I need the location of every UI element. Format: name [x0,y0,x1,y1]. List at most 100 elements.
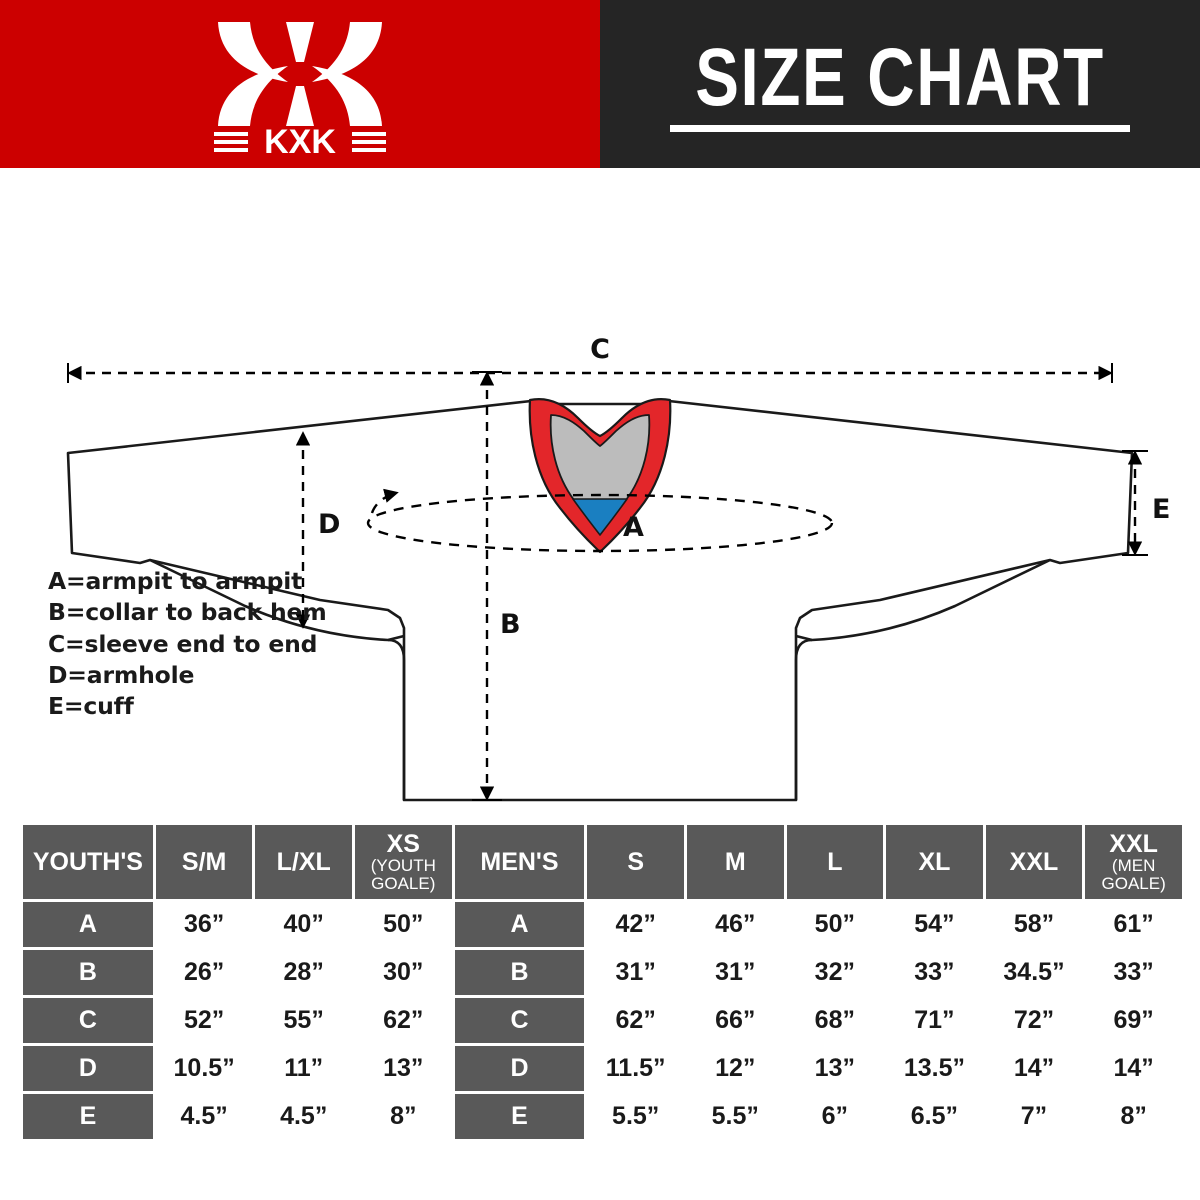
table-row: B 26” 28” 30” B 31” 31” 32” 33” 34.5” 33” [23,950,1182,995]
men-cell-C-5: 69” [1085,998,1182,1043]
men-cell-A-2: 50” [786,902,884,947]
men-cell-B-3: 33” [886,950,983,995]
youth-cell-C-1: 55” [255,998,352,1043]
svg-text:KXK: KXK [264,123,336,154]
men-cell-B-0: 31” [587,950,684,995]
men-cell-D-4: 14” [985,1046,1083,1091]
men-row-label-E: E [454,1094,585,1139]
right-underarm-corner [794,638,813,800]
men-cell-A-0: 42” [587,902,684,947]
men-cell-A-1: 46” [686,902,784,947]
legend-item-e: E=cuff [48,692,134,720]
header-sub: (YOUTH GOALE) [370,855,436,894]
legend-item-d: D=armhole [48,660,195,689]
table-header-cell-6: M [686,825,784,899]
men-cell-D-3: 13.5” [886,1046,983,1091]
table-header-cell-1: S/M [155,825,253,899]
table-header-cell-3: XS (YOUTH GOALE) [354,825,452,899]
page-title: SIZE CHART [695,31,1105,123]
men-cell-B-4: 34.5” [985,950,1083,995]
header-main: S/M [181,847,227,876]
table-header-cell-0: YOUTH'S [23,825,153,899]
size-table-zone: YOUTH'S S/M L/XL XS (YOUTH GOALE) MEN'S S M L XL X… [20,822,1185,1142]
brand-panel: KXK [0,0,600,168]
jersey-diagram: D E A B C A=armpit to armpit B=collar to… [0,168,1200,818]
title-underline [670,124,1130,132]
legend-item-a: A=armpit to armpit [48,567,303,595]
men-cell-A-3: 54” [886,902,983,947]
size-table: YOUTH'S S/M L/XL XS (YOUTH GOALE) MEN'S S M L XL X… [20,822,1185,1142]
dimension-e-label: E [1152,494,1170,525]
page-header: KXK SIZE CHART [0,0,1200,168]
table-header-cell-2: L/XL [255,825,352,899]
dimension-c [67,363,1113,383]
men-row-label-C: C [454,998,585,1043]
men-cell-A-4: 58” [985,902,1083,947]
measurement-legend: A=armpit to armpit B=collar to back hem … [48,566,378,722]
youth-cell-A-0: 36” [155,902,253,947]
header-main: L [827,847,843,876]
men-cell-D-2: 13” [786,1046,884,1091]
legend-item-c: C=sleeve end to end [48,629,318,658]
men-cell-D-5: 14” [1085,1046,1182,1091]
youth-row-label-E: E [23,1094,153,1139]
header-main: MEN'S [480,847,559,876]
title-panel: SIZE CHART [600,0,1200,168]
collar-accent [572,498,628,536]
youth-row-label-D: D [23,1046,153,1091]
men-cell-C-0: 62” [587,998,684,1043]
header-main: M [724,847,746,876]
men-cell-C-3: 71” [886,998,983,1043]
men-row-label-A: A [454,902,585,947]
men-cell-C-1: 66” [686,998,784,1043]
men-cell-E-5: 8” [1085,1094,1182,1139]
men-cell-B-2: 32” [786,950,884,995]
youth-cell-C-0: 52” [155,998,253,1043]
youth-cell-A-1: 40” [255,902,352,947]
men-row-label-B: B [454,950,585,995]
youth-cell-E-0: 4.5” [155,1094,253,1139]
youth-cell-D-0: 10.5” [155,1046,253,1091]
table-header-cell-4: MEN'S [454,825,585,899]
header-main: XXL [1109,829,1158,858]
men-cell-E-4: 7” [985,1094,1083,1139]
men-cell-C-2: 68” [786,998,884,1043]
youth-cell-D-1: 11” [255,1046,352,1091]
table-header-row: YOUTH'S S/M L/XL XS (YOUTH GOALE) MEN'S S M L XL X… [23,825,1182,899]
dimension-d-label: D [318,509,340,540]
table-row: C 52” 55” 62” C 62” 66” 68” 71” 72” 69” [23,998,1182,1043]
right-armhole-seam [795,558,1051,642]
dimension-b: B [472,371,521,801]
youth-row-label-B: B [23,950,153,995]
men-cell-E-1: 5.5” [686,1094,784,1139]
table-header-cell-9: XXL [985,825,1083,899]
header-main: XXL [1009,847,1059,876]
table-row: D 10.5” 11” 13” D 11.5” 12” 13” 13.5” 14” 14” [23,1046,1182,1091]
men-cell-C-4: 72” [985,998,1083,1043]
men-row-label-D: D [454,1046,585,1091]
youth-cell-B-0: 26” [155,950,253,995]
left-underarm-corner [387,638,406,800]
men-cell-E-2: 6” [786,1094,884,1139]
header-main: YOUTH'S [32,847,143,876]
dimension-c-label: C [590,334,610,365]
men-cell-B-1: 31” [686,950,784,995]
men-cell-D-1: 12” [686,1046,784,1091]
youth-cell-E-2: 8” [354,1094,452,1139]
table-row: A 36” 40” 50” A 42” 46” 50” 54” 58” 61” [23,902,1182,947]
table-header-cell-10: XXL (MEN GOALE) [1085,825,1182,899]
youth-cell-B-1: 28” [255,950,352,995]
collar [528,398,672,554]
dimension-a-label: A [623,512,644,543]
youth-cell-A-2: 50” [354,902,452,947]
table-header-cell-8: XL [886,825,983,899]
dimension-a: A [366,488,834,553]
table-row: E 4.5” 4.5” 8” E 5.5” 5.5” 6” 6.5” 7” 8” [23,1094,1182,1139]
header-main: XL [918,847,951,876]
men-cell-E-3: 6.5” [886,1094,983,1139]
men-cell-A-5: 61” [1085,902,1182,947]
header-main: S [627,847,645,876]
men-cell-D-0: 11.5” [587,1046,684,1091]
youth-row-label-A: A [23,902,153,947]
youth-cell-D-2: 13” [354,1046,452,1091]
